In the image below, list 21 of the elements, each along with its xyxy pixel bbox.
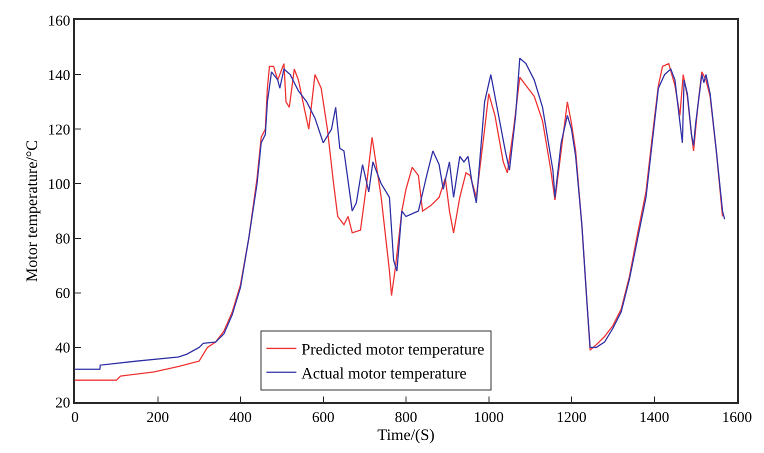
y-tick-label: 40 — [55, 340, 70, 357]
y-tick-label: 120 — [48, 122, 70, 138]
x-axis-title: Time/(S) — [377, 426, 435, 444]
y-tick-label: 80 — [55, 232, 70, 248]
legend-label: Predicted motor temperature — [301, 342, 484, 359]
y-tick-label: 140 — [48, 68, 70, 84]
x-tick-label: 200 — [146, 410, 169, 426]
y-tick-label: 60 — [55, 286, 70, 302]
x-tick-label: 1200 — [556, 410, 586, 426]
y-axis-title: Motor temperature/°C — [24, 140, 42, 282]
x-tick-label: 0 — [71, 410, 79, 426]
x-tick-label: 1600 — [722, 410, 752, 426]
x-tick-label: 1400 — [639, 410, 670, 426]
y-tick-label: 100 — [48, 176, 70, 193]
x-tick-label: 1000 — [474, 410, 504, 426]
y-tick-label: 20 — [55, 395, 70, 412]
x-tick-label: 600 — [312, 410, 334, 426]
x-tick-label: 400 — [229, 410, 252, 426]
y-tick-label: 160 — [48, 13, 70, 30]
legend-label: Actual motor temperature — [301, 365, 467, 382]
x-tick-label: 800 — [394, 410, 418, 426]
